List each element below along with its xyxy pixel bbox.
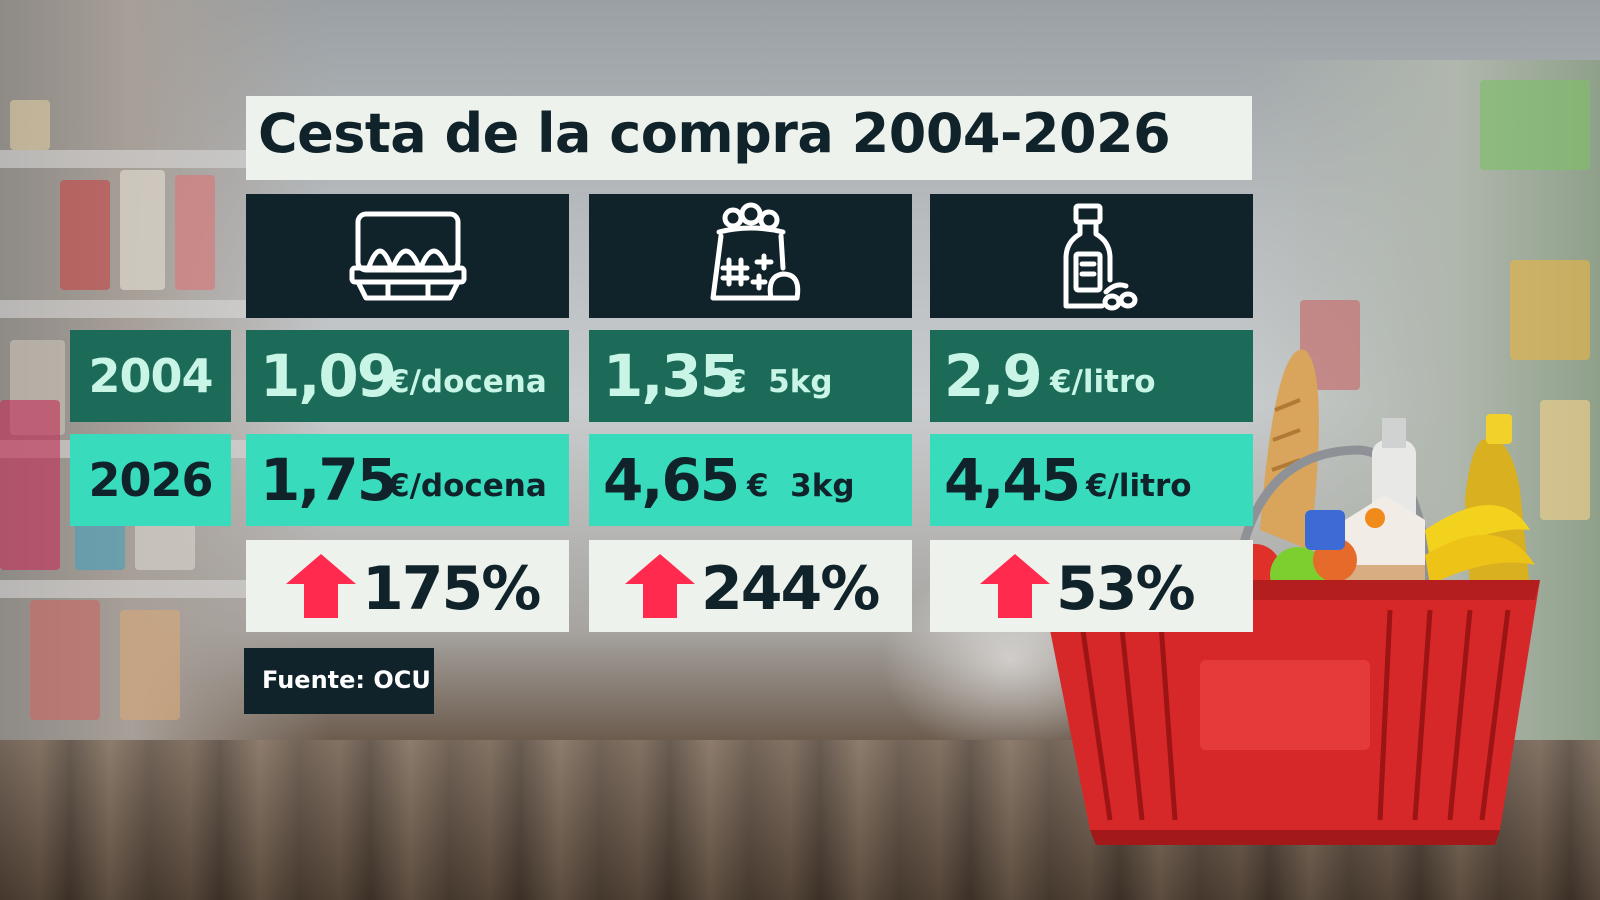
price-unit: € 3kg <box>747 468 855 504</box>
icon-tile-oil <box>930 194 1253 318</box>
increase-value: 244% <box>701 554 880 624</box>
product <box>10 100 50 150</box>
increase-cell-vegetables: 244% <box>589 540 912 632</box>
up-arrow-icon <box>625 554 695 618</box>
icon-tile-vegetables <box>589 194 912 318</box>
price-cell-oil-2004: 2,9 €/litro <box>930 330 1253 422</box>
increase-cell-eggs: 175% <box>246 540 569 632</box>
price-unit: €/docena <box>388 468 547 504</box>
product <box>1540 400 1590 520</box>
price-unit: €/litro <box>1050 364 1156 400</box>
price-cell-vegetables-2026: 4,65 € 3kg <box>589 434 912 526</box>
price-unit: €/litro <box>1086 468 1192 504</box>
price-cell-eggs-2026: 1,75 €/docena <box>246 434 569 526</box>
price-cell-oil-2026: 4,45 €/litro <box>930 434 1253 526</box>
product <box>60 180 110 290</box>
year-label-2026: 2026 <box>70 434 231 526</box>
product <box>1510 260 1590 360</box>
shopping-basket-icon <box>1040 349 1540 845</box>
olive-oil-bottle-icon <box>1063 203 1137 311</box>
icon-tile-eggs <box>246 194 569 318</box>
up-arrow-icon <box>980 554 1050 618</box>
price-unit: €/docena <box>388 364 547 400</box>
product <box>0 400 60 570</box>
product <box>175 175 215 290</box>
price-value: 4,45 <box>944 446 1081 514</box>
price-value: 4,65 <box>603 446 740 514</box>
up-arrow-icon <box>286 554 356 618</box>
increase-value: 53% <box>1056 554 1196 624</box>
price-value: 1,09 <box>260 342 397 410</box>
product <box>120 170 165 290</box>
price-cell-eggs-2004: 1,09 €/docena <box>246 330 569 422</box>
product <box>30 600 100 720</box>
year-label-2004: 2004 <box>70 330 231 422</box>
vegetable-bag-icon <box>710 202 800 301</box>
increase-cell-oil: 53% <box>930 540 1253 632</box>
price-value: 2,9 <box>944 342 1043 410</box>
page-title: Cesta de la compra 2004-2026 <box>258 102 1171 165</box>
title-banner: Cesta de la compra 2004-2026 <box>246 96 1252 180</box>
source-label-box: Fuente: OCU <box>244 648 434 714</box>
price-cell-vegetables-2004: 1,35 € 5kg <box>589 330 912 422</box>
price-unit: € 5kg <box>725 364 833 400</box>
product <box>120 610 180 720</box>
product <box>1480 80 1590 170</box>
egg-carton-icon <box>349 211 466 301</box>
price-value: 1,75 <box>260 446 397 514</box>
price-value: 1,35 <box>603 342 740 410</box>
increase-value: 175% <box>362 554 541 624</box>
source-text: Fuente: OCU <box>262 666 431 694</box>
